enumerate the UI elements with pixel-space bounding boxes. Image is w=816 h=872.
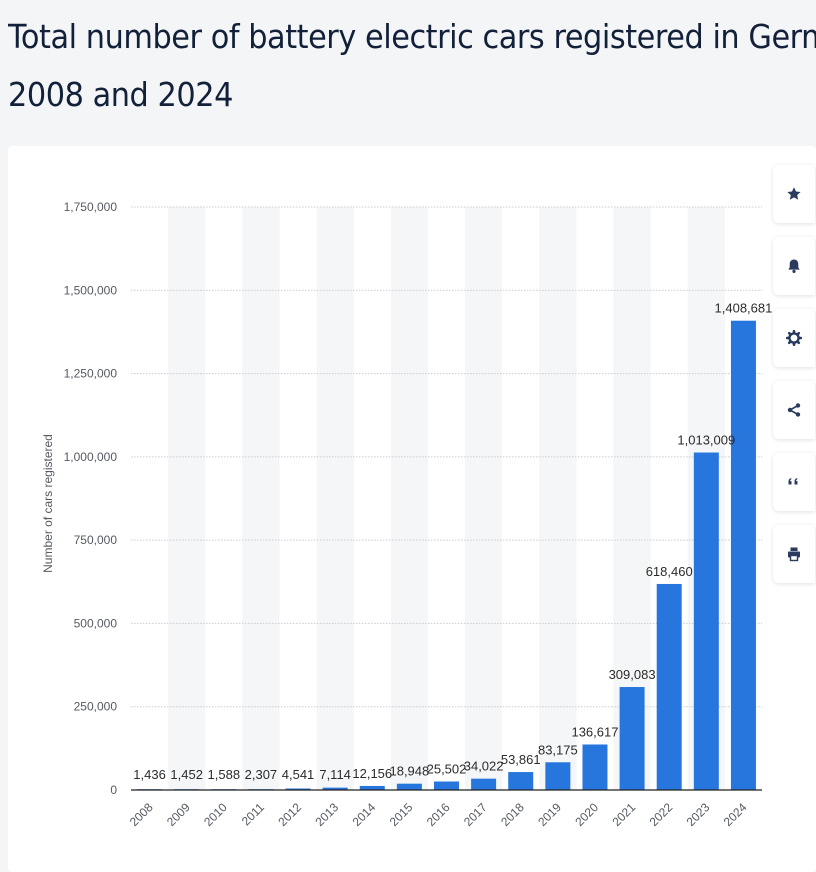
data-label: 2,307 bbox=[245, 767, 278, 782]
share-icon bbox=[787, 403, 801, 417]
x-tick-label: 2011 bbox=[239, 800, 267, 828]
data-label: 34,022 bbox=[464, 759, 504, 774]
bars bbox=[137, 320, 756, 790]
cite-button[interactable] bbox=[773, 453, 815, 511]
column-band bbox=[539, 207, 577, 790]
x-tick-label: 2012 bbox=[275, 800, 304, 829]
chart-toolbar bbox=[773, 165, 816, 597]
x-tick-label: 2018 bbox=[498, 800, 527, 829]
y-tick-label: 0 bbox=[110, 783, 117, 797]
column-band bbox=[390, 207, 428, 790]
data-label: 83,175 bbox=[538, 742, 578, 757]
favorite-button[interactable] bbox=[773, 165, 815, 223]
bar bbox=[434, 781, 459, 790]
data-label: 4,541 bbox=[282, 767, 315, 782]
data-label: 12,156 bbox=[352, 766, 392, 781]
x-axis-ticks: 2008 2009 2010 2011 2012 2013 2014 2015 2016 2017… bbox=[127, 800, 750, 829]
x-tick-label: 2021 bbox=[609, 800, 638, 829]
x-tick-label: 2022 bbox=[647, 800, 676, 829]
data-label: 1,436 bbox=[133, 767, 166, 782]
data-label: 53,861 bbox=[501, 752, 541, 767]
y-tick-label: 1,750,000 bbox=[64, 200, 118, 214]
y-axis-label: Number of cars registered bbox=[41, 434, 55, 573]
x-tick-label: 2014 bbox=[350, 800, 379, 829]
value-labels: 1,436 1,452 1,588 2,307 4,541 7,114 12,15618,9… bbox=[133, 301, 772, 782]
bar bbox=[396, 783, 422, 790]
bar bbox=[619, 687, 645, 790]
y-tick-label: 1,000,000 bbox=[64, 450, 118, 464]
column-band bbox=[242, 207, 280, 790]
y-axis-ticks: 0 250,000 500,000 750,000 1,000,000 1,250,000… bbox=[64, 200, 118, 797]
x-tick-label: 2019 bbox=[535, 800, 564, 829]
x-tick-label: 2010 bbox=[201, 800, 230, 829]
data-label: 1,013,009 bbox=[677, 433, 735, 448]
quote-icon bbox=[788, 478, 798, 485]
column-band bbox=[316, 207, 354, 790]
bar bbox=[471, 778, 497, 790]
data-label: 7,114 bbox=[319, 767, 351, 782]
share-button[interactable] bbox=[773, 381, 815, 439]
data-label: 25,502 bbox=[427, 762, 467, 777]
data-label: 618,460 bbox=[646, 564, 693, 579]
x-tick-label: 2020 bbox=[572, 800, 601, 829]
bell-icon bbox=[788, 259, 800, 273]
star-icon bbox=[787, 187, 801, 200]
bar bbox=[693, 452, 719, 790]
data-label: 1,588 bbox=[208, 767, 241, 782]
bar bbox=[730, 320, 756, 790]
y-tick-label: 500,000 bbox=[74, 616, 118, 630]
x-tick-label: 2008 bbox=[127, 800, 156, 829]
bar bbox=[322, 787, 348, 790]
bar bbox=[359, 785, 385, 790]
data-label: 18,948 bbox=[389, 764, 429, 779]
gear-icon bbox=[786, 330, 802, 346]
bar bbox=[582, 744, 608, 790]
settings-button[interactable] bbox=[773, 309, 815, 367]
data-label: 136,617 bbox=[571, 724, 618, 739]
column-band bbox=[168, 207, 206, 790]
y-tick-label: 1,500,000 bbox=[64, 283, 118, 297]
x-tick-label: 2024 bbox=[721, 800, 750, 829]
column-band bbox=[465, 207, 503, 790]
y-tick-label: 750,000 bbox=[74, 533, 118, 547]
x-tick-label: 2015 bbox=[387, 800, 416, 829]
y-tick-label: 1,250,000 bbox=[64, 367, 118, 381]
title-line-2: 2008 and 2024 bbox=[8, 75, 233, 114]
x-tick-label: 2023 bbox=[684, 800, 713, 829]
y-tick-label: 250,000 bbox=[74, 700, 118, 714]
bar bbox=[545, 762, 571, 790]
data-label: 309,083 bbox=[609, 667, 656, 682]
x-tick-label: 2017 bbox=[461, 800, 490, 829]
print-icon bbox=[788, 547, 800, 562]
bar bbox=[285, 788, 311, 790]
print-button[interactable] bbox=[773, 525, 815, 583]
notification-button[interactable] bbox=[773, 237, 815, 295]
data-label: 1,408,681 bbox=[715, 301, 773, 316]
title-line-1: Total number of battery electric cars re… bbox=[8, 17, 816, 56]
x-tick-label: 2009 bbox=[164, 800, 193, 829]
bar bbox=[508, 772, 534, 790]
x-tick-label: 2013 bbox=[312, 800, 341, 829]
bar bbox=[656, 583, 682, 790]
page-title: Total number of battery electric cars re… bbox=[8, 8, 816, 124]
x-tick-label: 2016 bbox=[424, 800, 453, 829]
data-label: 1,452 bbox=[170, 767, 203, 782]
